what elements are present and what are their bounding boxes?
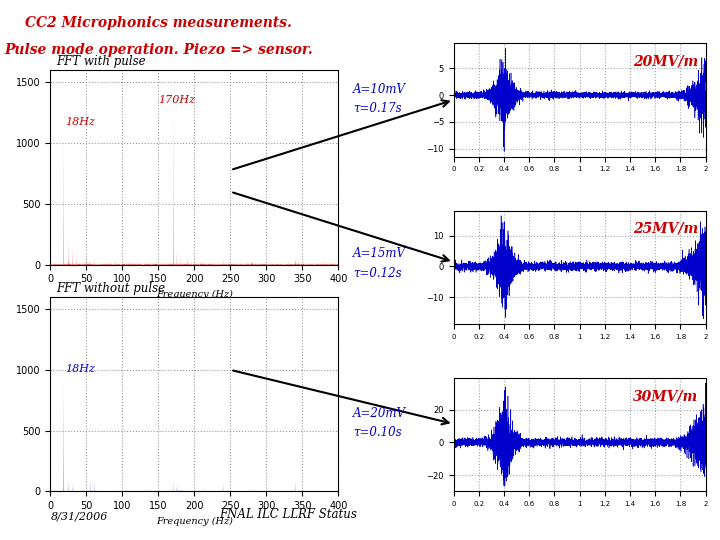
Text: 8/31/2006: 8/31/2006 [50, 511, 108, 521]
Text: A=20mV: A=20mV [353, 407, 406, 420]
Text: 18Hz: 18Hz [65, 117, 94, 127]
Text: 20MV/m: 20MV/m [633, 55, 698, 69]
Text: τ=0.17s: τ=0.17s [353, 102, 402, 114]
Text: 18Hz: 18Hz [65, 364, 94, 374]
Text: A=15mV: A=15mV [353, 247, 406, 260]
Text: 170Hz: 170Hz [158, 95, 195, 105]
X-axis label: Frequency (Hz): Frequency (Hz) [156, 290, 233, 299]
Text: FFT with pulse: FFT with pulse [56, 55, 145, 68]
Text: τ=0.12s: τ=0.12s [353, 266, 402, 279]
Text: FNAL ILC LLRF Status: FNAL ILC LLRF Status [219, 508, 357, 521]
Text: FFT without pulse: FFT without pulse [56, 282, 166, 295]
X-axis label: Frequency (Hz): Frequency (Hz) [156, 517, 233, 526]
Text: Pulse mode operation. Piezo => sensor.: Pulse mode operation. Piezo => sensor. [4, 43, 312, 57]
Text: CC2 Microphonics measurements.: CC2 Microphonics measurements. [25, 16, 292, 30]
Text: 30MV/m: 30MV/m [633, 389, 698, 403]
Text: τ=0.10s: τ=0.10s [353, 426, 402, 438]
Text: 25MV/m: 25MV/m [633, 222, 698, 236]
Text: A=10mV: A=10mV [353, 83, 406, 96]
